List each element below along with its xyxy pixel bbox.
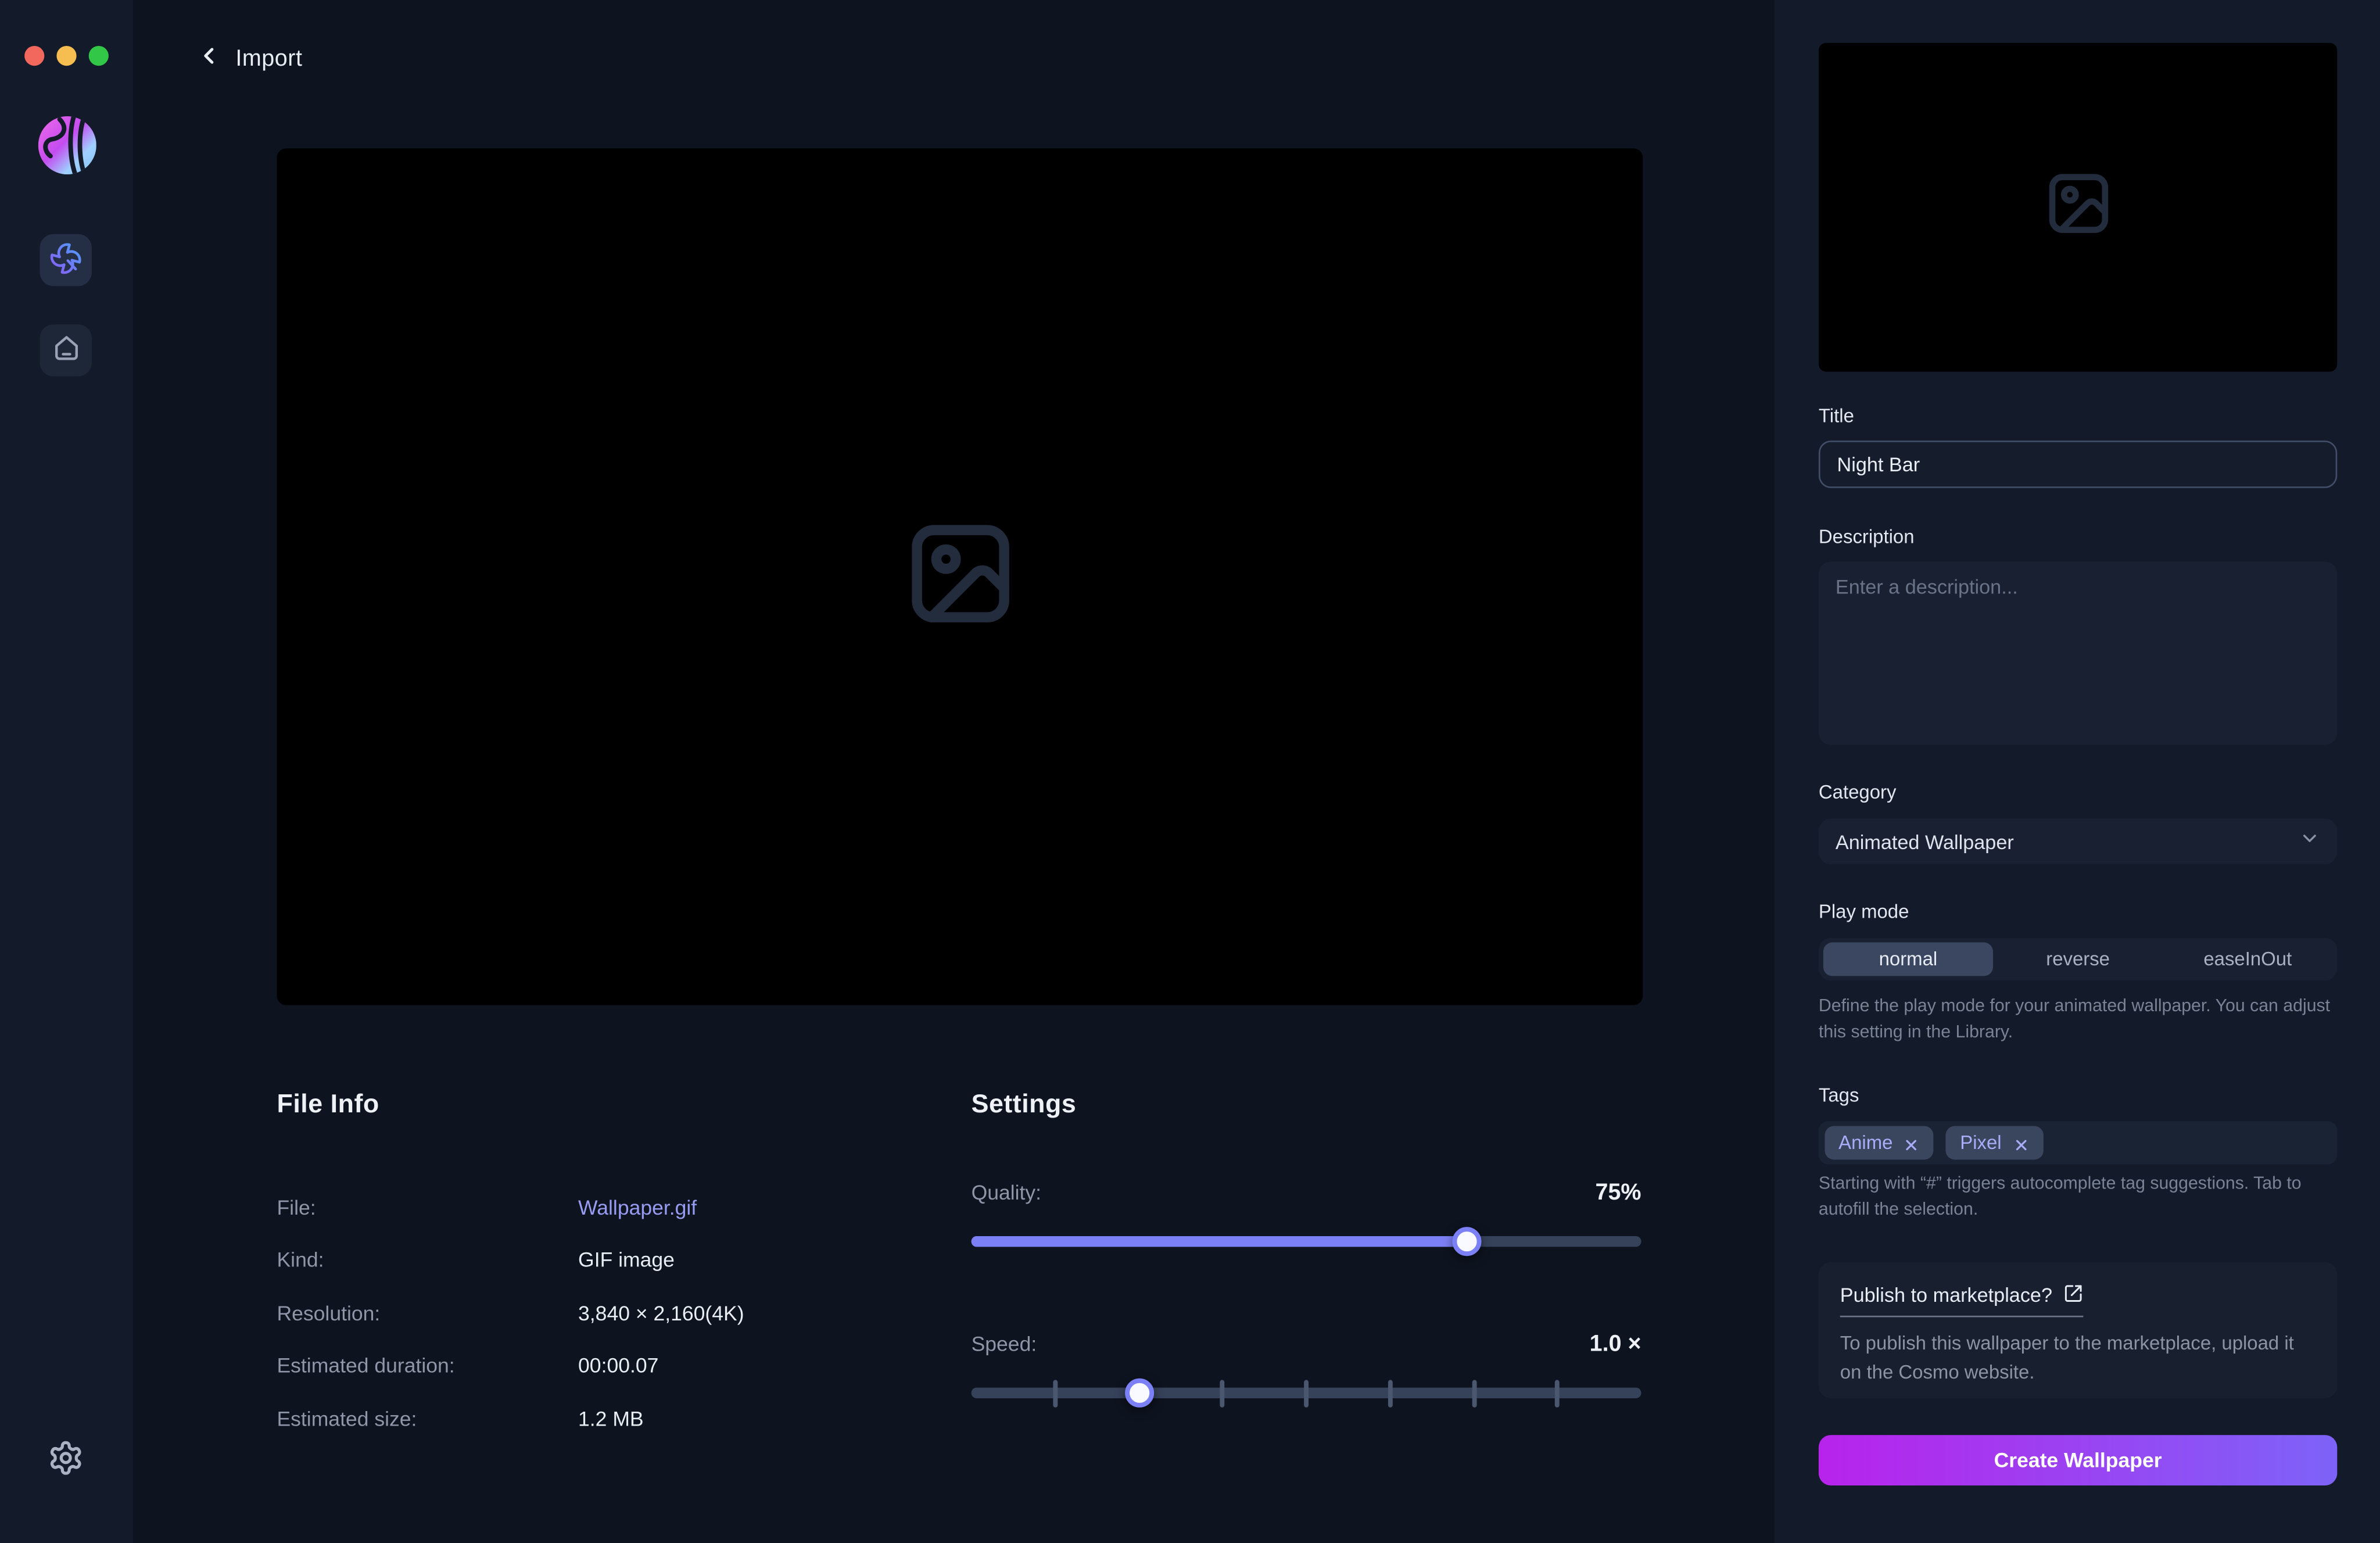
chevron-down-icon <box>2299 827 2320 856</box>
home-icon <box>50 332 82 368</box>
create-wallpaper-button[interactable]: Create Wallpaper <box>1819 1435 2337 1485</box>
file-row: File: Wallpaper.gif <box>277 1181 949 1234</box>
file-info-section: File Info File: Wallpaper.gif Kind: GIF … <box>277 1089 949 1445</box>
play-mode-label: Play mode <box>1819 901 2337 922</box>
wallpaper-form-panel: Title Description Category Animated Wall… <box>1775 0 2380 1543</box>
close-icon <box>2012 1134 2029 1157</box>
publish-marketplace-link[interactable]: Publish to marketplace? <box>1840 1283 2083 1316</box>
size-row: Estimated size: 1.2 MB <box>277 1392 949 1445</box>
sidebar-item-home[interactable] <box>40 324 92 377</box>
pinwheel-icon <box>49 241 83 280</box>
quality-slider-thumb[interactable] <box>1453 1227 1482 1256</box>
settings-title: Settings <box>972 1089 1641 1120</box>
speed-tick <box>1471 1379 1476 1406</box>
settings-section: Settings Quality: 75% Speed: 1.0 × <box>972 1089 1641 1408</box>
speed-tick <box>1555 1379 1560 1406</box>
publish-card: Publish to marketplace? To publish this … <box>1819 1262 2337 1398</box>
tag-chip: Pixel <box>1947 1126 2043 1159</box>
tags-label: Tags <box>1819 1084 2337 1106</box>
speed-tick <box>1220 1379 1225 1406</box>
publish-help-text: To publish this wallpaper to the marketp… <box>1840 1329 2316 1387</box>
play-mode-option-normal[interactable]: normal <box>1823 943 1993 976</box>
quality-slider[interactable] <box>972 1227 1641 1256</box>
title-input[interactable] <box>1819 441 2337 488</box>
wallpaper-preview <box>277 148 1643 1005</box>
app-logo <box>38 116 96 174</box>
category-select[interactable]: Animated Wallpaper <box>1819 818 2337 864</box>
quality-row: Quality: 75% <box>972 1176 1641 1207</box>
image-placeholder-icon <box>897 515 1023 639</box>
zoom-window-button[interactable] <box>89 46 109 66</box>
play-mode-option-reverse[interactable]: reverse <box>1993 943 2163 976</box>
speed-slider-thumb[interactable] <box>1124 1379 1153 1408</box>
tag-chip: Anime <box>1825 1126 1934 1159</box>
settings-button[interactable] <box>48 1440 84 1476</box>
title-label: Title <box>1819 406 2337 427</box>
back-button[interactable] <box>194 43 221 74</box>
play-mode-segmented-control: normal reverse easeInOut <box>1819 938 2337 981</box>
resolution-row: Resolution: 3,840 × 2,160(4K) <box>277 1287 949 1340</box>
quality-slider-fill <box>972 1236 1467 1247</box>
external-link-icon <box>2063 1283 2082 1307</box>
wallpaper-thumbnail <box>1819 43 2337 372</box>
tags-input[interactable]: Anime Pixel <box>1819 1122 2337 1165</box>
close-window-button[interactable] <box>24 46 44 66</box>
gear-icon <box>48 1458 84 1481</box>
image-placeholder-icon <box>2040 169 2116 246</box>
main-content: Import File Info File: Wallpaper.gif Kin… <box>133 0 1775 1543</box>
speed-tick <box>1304 1379 1309 1406</box>
speed-tick <box>1388 1379 1392 1406</box>
tags-help-text: Starting with “#” triggers autocomplete … <box>1819 1172 2337 1224</box>
page-title: Import <box>235 45 302 71</box>
remove-tag-button[interactable] <box>2012 1134 2029 1151</box>
description-label: Description <box>1819 527 2337 548</box>
speed-tick <box>1053 1379 1058 1406</box>
remove-tag-button[interactable] <box>1904 1134 1920 1151</box>
close-icon <box>1904 1134 1920 1157</box>
sidebar-item-create[interactable] <box>40 234 92 287</box>
file-info-title: File Info <box>277 1089 949 1120</box>
quality-value: 75% <box>1596 1179 1641 1205</box>
category-selected-value: Animated Wallpaper <box>1836 830 2014 853</box>
speed-slider[interactable] <box>972 1379 1641 1408</box>
kind-row: Kind: GIF image <box>277 1234 949 1287</box>
duration-row: Estimated duration: 00:00.07 <box>277 1340 949 1392</box>
category-label: Category <box>1819 782 2337 803</box>
play-mode-option-easeinout[interactable]: easeInOut <box>2163 943 2332 976</box>
play-mode-help-text: Define the play mode for your animated w… <box>1819 994 2337 1047</box>
back-chevron-icon <box>195 51 221 73</box>
file-name-link[interactable]: Wallpaper.gif <box>578 1196 697 1219</box>
window-controls <box>24 46 109 66</box>
breadcrumb: Import <box>194 43 302 74</box>
speed-value: 1.0 × <box>1590 1330 1641 1356</box>
speed-row: Speed: 1.0 × <box>972 1328 1641 1359</box>
sidebar <box>0 0 133 1543</box>
description-input[interactable] <box>1819 561 2337 745</box>
minimize-window-button[interactable] <box>56 46 76 66</box>
